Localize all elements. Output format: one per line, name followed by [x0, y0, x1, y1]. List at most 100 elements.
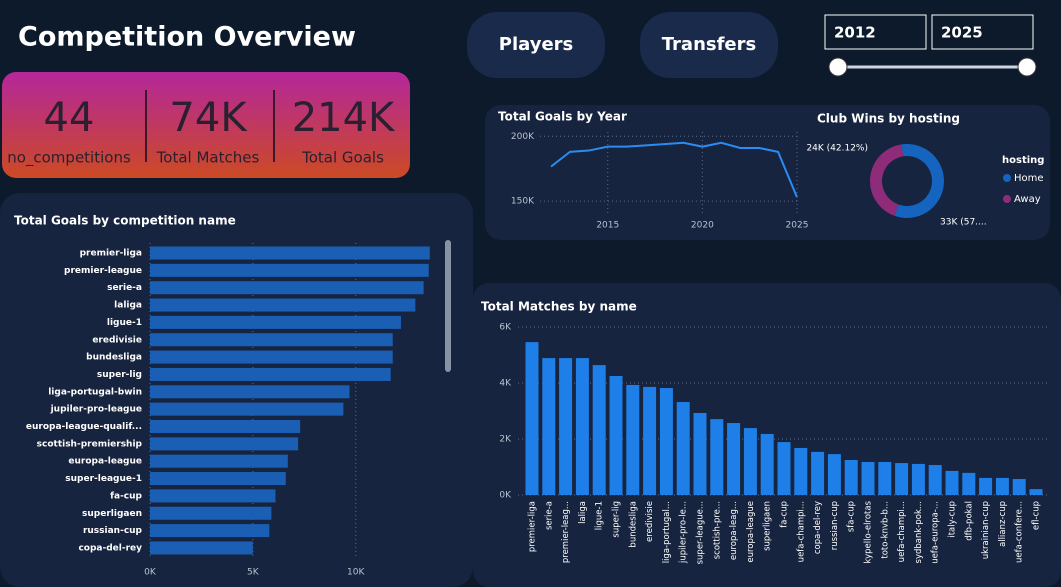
x-tick-label: efl-cup [1032, 501, 1042, 530]
x-tick-label: 2020 [691, 221, 714, 231]
x-tick-label: italy-cup [948, 501, 958, 538]
y-tick-label: super-lig [97, 370, 142, 380]
x-tick-label: europa-leag... [729, 501, 739, 560]
y-tick-label: scottish-premiership [37, 439, 143, 449]
bar [542, 358, 556, 495]
kpi-label: Total Goals [301, 149, 384, 167]
y-tick-label: premier-liga [80, 249, 142, 259]
chart-title: Total Goals by Year [498, 110, 627, 124]
bar [844, 460, 858, 495]
bar [979, 477, 993, 495]
bar [1029, 489, 1043, 495]
x-tick-label: premier-liga [528, 501, 538, 552]
y-tick-label: premier-league [64, 266, 142, 276]
bar [811, 451, 825, 495]
end-date[interactable]: 2025 [941, 24, 983, 42]
y-tick-label: laliga [114, 301, 142, 311]
y-tick-label: serie-a [107, 283, 142, 293]
button-label[interactable]: Players [499, 34, 574, 55]
transfers-button[interactable] [640, 12, 778, 78]
bar [945, 470, 959, 495]
bar [150, 437, 299, 451]
bar [760, 433, 774, 495]
bar [911, 463, 925, 495]
y-tick-label: eredivisie [92, 335, 142, 345]
x-tick-label: 10K [347, 568, 365, 578]
bar [643, 386, 657, 495]
y-tick-label: copa-del-rey [78, 543, 142, 553]
chart-title: Total Goals by competition name [14, 214, 236, 228]
data-label: 33K (57.... [940, 218, 987, 228]
bar [575, 358, 589, 495]
scrollbar[interactable] [445, 240, 451, 372]
donut-slice [894, 144, 944, 218]
x-tick-label: eredivisie [645, 501, 655, 542]
y-tick-label: ligue-1 [107, 318, 142, 328]
bar [676, 402, 690, 495]
x-tick-label: sydbank-pok... [914, 501, 924, 563]
start-date-input[interactable] [824, 14, 927, 50]
legend-swatch [1003, 195, 1011, 203]
x-tick-label: super-league... [696, 501, 706, 564]
y-tick-label: 4K [499, 379, 512, 389]
bar [962, 472, 976, 495]
bar [626, 384, 640, 495]
y-tick-label: russian-cup [83, 526, 143, 536]
kpi-label: Total Matches [156, 149, 260, 167]
bar [150, 315, 401, 329]
bar [727, 423, 741, 495]
y-tick-label: 6K [499, 323, 512, 333]
x-tick-label: liga-portugal... [662, 501, 672, 563]
kpi-label: no_competitions [7, 149, 131, 168]
bar [794, 447, 808, 495]
bar [150, 246, 430, 260]
y-tick-label: bundesliga [86, 353, 142, 363]
donut-slice [870, 144, 904, 216]
bar [743, 428, 757, 495]
x-tick-label: uefa-champi... [796, 501, 806, 562]
y-tick-label: superligaen [82, 509, 142, 519]
x-tick-label: 2015 [596, 221, 619, 231]
bar [861, 461, 875, 495]
x-tick-label: laliga [578, 501, 588, 524]
kpi-value: 44 [44, 95, 95, 141]
bar [928, 465, 942, 495]
x-tick-label: 5K [247, 568, 260, 578]
bar [609, 376, 623, 495]
slider-handle[interactable] [1017, 57, 1037, 77]
bar [150, 385, 350, 399]
y-tick-label: jupiler-pro-league [50, 405, 142, 415]
line [550, 141, 798, 198]
button-label[interactable]: Transfers [662, 34, 756, 55]
x-tick-label: 2025 [786, 221, 809, 231]
x-tick-label: 0K [144, 568, 157, 578]
bar [559, 358, 573, 495]
bar [150, 489, 276, 503]
y-tick-label: europa-league-qualif... [26, 422, 142, 432]
x-tick-label: bundesliga [628, 501, 638, 548]
start-date[interactable]: 2012 [834, 24, 876, 42]
bar [150, 524, 270, 538]
x-tick-label: kypello-elrotas [864, 500, 874, 563]
bar [878, 461, 892, 495]
bar [525, 342, 539, 495]
y-tick-label: 0K [499, 491, 512, 501]
y-tick-label: liga-portugal-bwin [48, 387, 142, 397]
bar [777, 442, 791, 495]
bar [150, 454, 288, 468]
bar [710, 419, 724, 495]
x-tick-label: scottish-pre... [712, 501, 722, 559]
slider-handle[interactable] [828, 57, 848, 77]
bar [150, 281, 424, 295]
y-tick-label: super-league-1 [65, 474, 142, 484]
x-tick-label: uefa-europa-... [931, 501, 941, 564]
x-tick-label: serie-a [544, 501, 554, 530]
players-button[interactable] [467, 12, 605, 78]
end-date-input[interactable] [931, 14, 1034, 50]
page-title: Competition Overview [18, 22, 356, 53]
data-label: 24K (42.12%) [806, 144, 868, 154]
x-tick-label: ligue-1 [595, 501, 605, 530]
bar [150, 367, 391, 381]
x-tick-label: dfb-pokal [964, 501, 974, 541]
